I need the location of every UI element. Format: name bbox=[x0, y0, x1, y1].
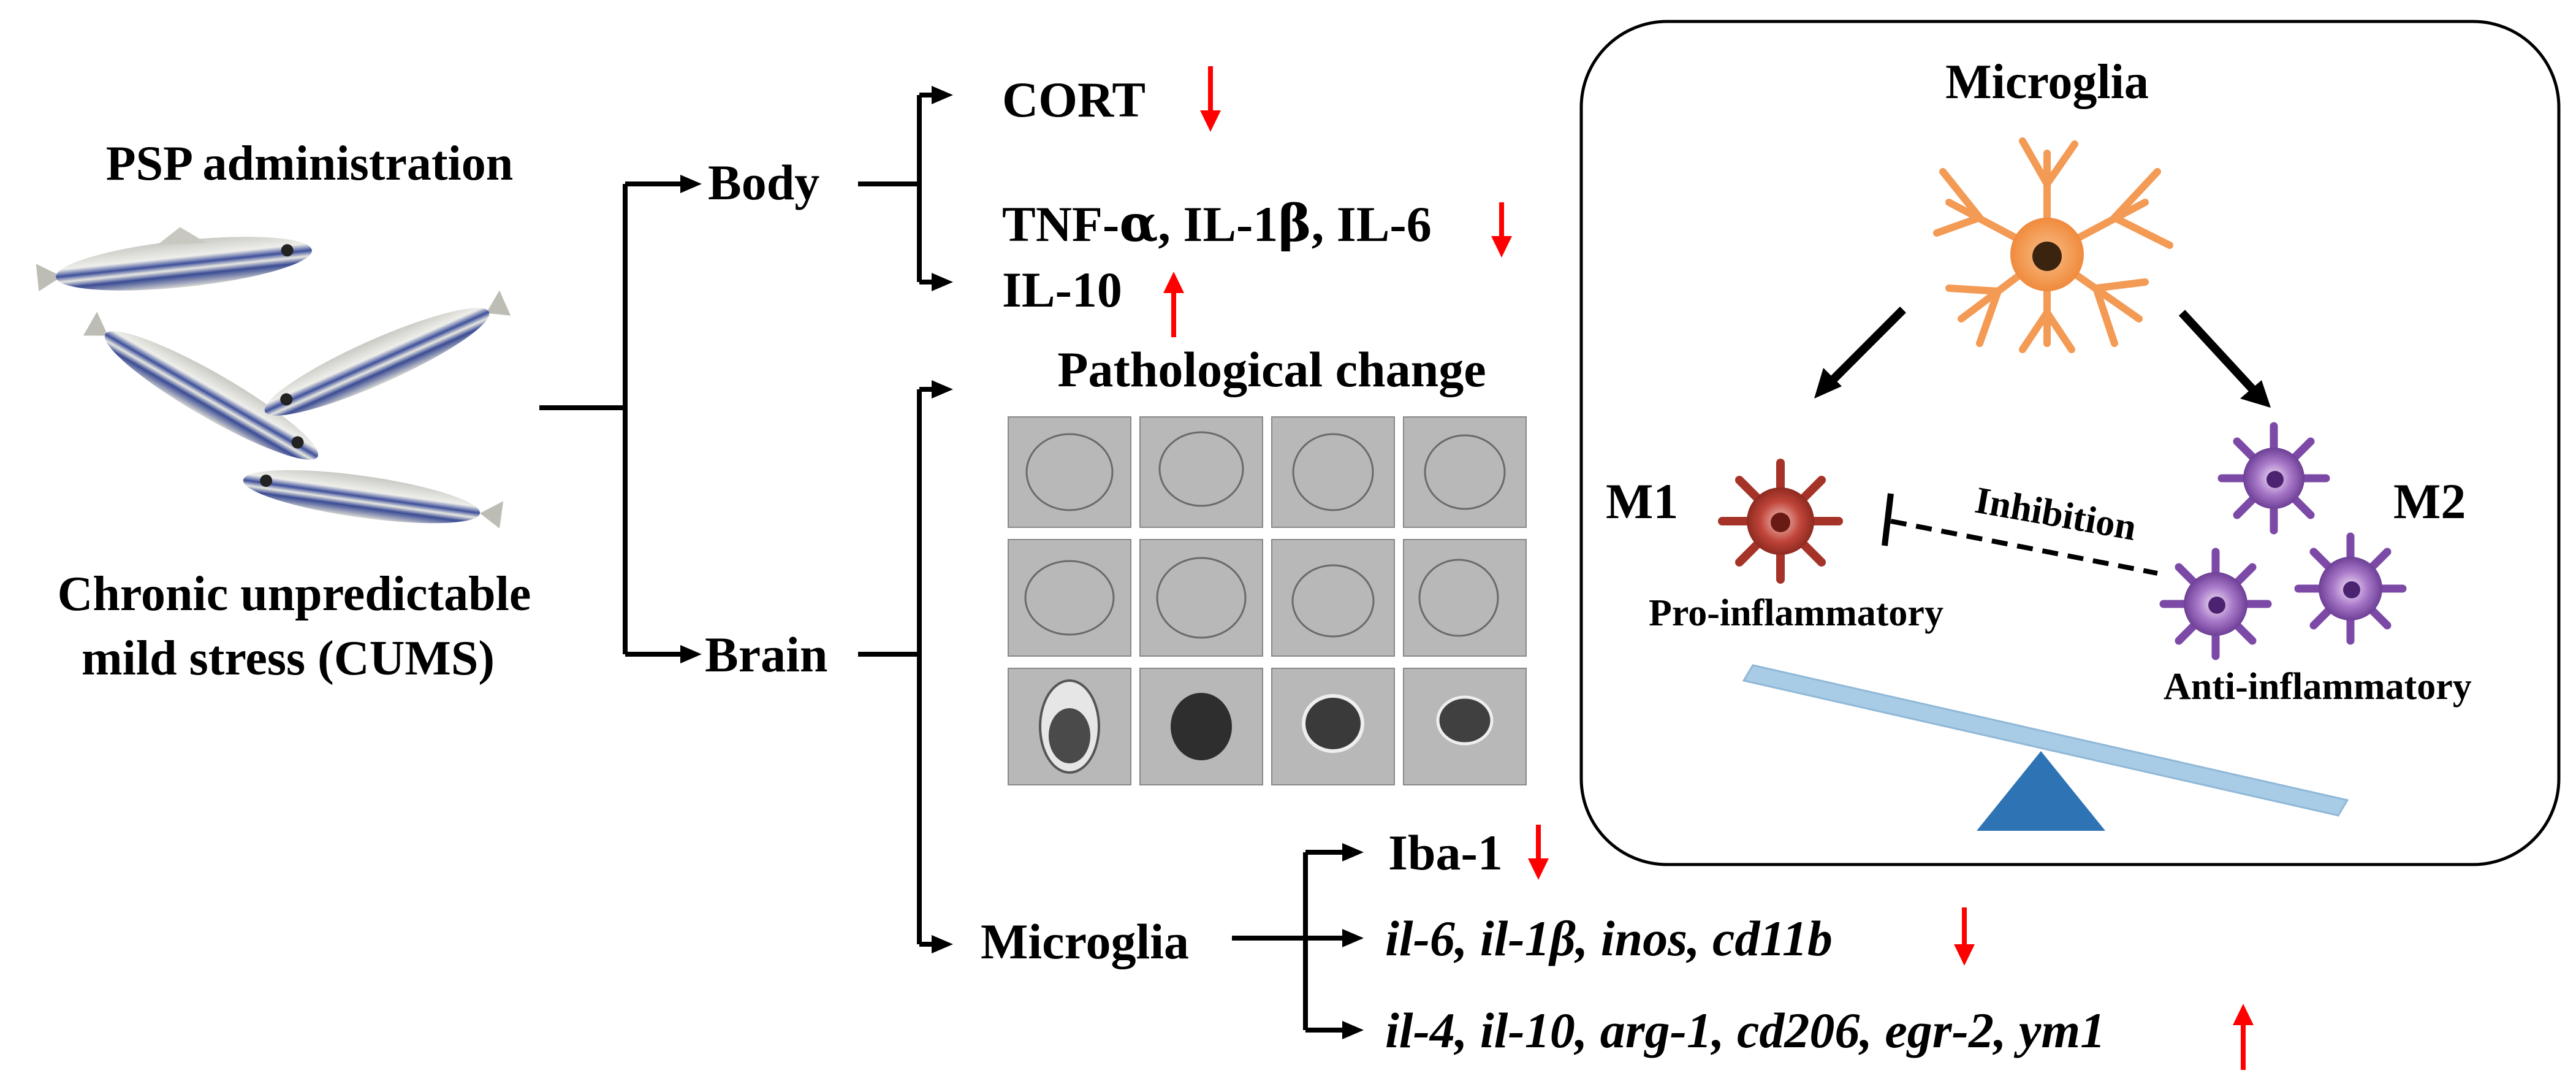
seesaw-beam bbox=[1742, 664, 2349, 817]
micrograph-image bbox=[1403, 416, 1527, 528]
down-arrow-icon bbox=[1491, 202, 1512, 258]
polarization-arrows bbox=[1826, 307, 2259, 395]
micrograph-image bbox=[1139, 416, 1263, 528]
arrowhead bbox=[680, 175, 702, 193]
microglia-branch-lines bbox=[1232, 850, 1345, 1033]
m1-genes-label: il-6, il-1β, inos, cd11b bbox=[1385, 911, 1833, 966]
micrograph-image bbox=[1008, 416, 1131, 528]
down-arrow-icon bbox=[1954, 907, 1975, 966]
zebrafish-icon bbox=[36, 227, 312, 291]
il10-label: IL-10 bbox=[1002, 262, 1122, 318]
m1-label: M1 bbox=[1606, 473, 1678, 529]
arrowhead bbox=[932, 935, 953, 953]
zebrafish-icon bbox=[264, 290, 511, 416]
seesaw-fulcrum bbox=[1977, 751, 2105, 831]
down-arrow-icon bbox=[1528, 825, 1549, 880]
arrowhead bbox=[1814, 368, 1842, 399]
microglia-nucleus bbox=[2032, 242, 2062, 271]
iba1-label: Iba-1 bbox=[1388, 825, 1503, 880]
m2-cell-icon bbox=[2294, 532, 2407, 645]
microglia-polarization-panel bbox=[1579, 20, 2561, 866]
micrograph-image bbox=[1139, 539, 1263, 657]
pro-cytokines-label: TNF-α, IL-1β, IL-6 bbox=[1002, 194, 1432, 253]
micrograph-image bbox=[1271, 539, 1395, 657]
intervention-label: PSP administration bbox=[106, 137, 514, 191]
body-branch-lines bbox=[858, 93, 935, 284]
m1-description: Pro-inflammatory bbox=[1649, 592, 1943, 634]
zebrafish-icon bbox=[83, 311, 319, 460]
cort-label: CORT bbox=[1002, 72, 1146, 128]
arrowhead bbox=[2240, 380, 2271, 408]
brain-branch-label: Brain bbox=[705, 627, 827, 682]
arrowhead bbox=[1342, 843, 1364, 861]
micrograph-image bbox=[1139, 668, 1263, 785]
micrograph-image bbox=[1271, 416, 1395, 528]
micrograph-grid bbox=[1008, 416, 1527, 785]
brain-branch-lines bbox=[858, 387, 935, 947]
m1-cell-icon bbox=[1718, 459, 1843, 584]
down-arrow-icon bbox=[1200, 66, 1221, 132]
arrowhead bbox=[932, 86, 953, 104]
m2-genes-label: il-4, il-10, arg-1, cd206, egr-2, ym1 bbox=[1385, 1002, 2105, 1058]
arrowhead bbox=[932, 273, 953, 291]
zebrafish-icon bbox=[243, 470, 504, 529]
model-label-line2: mild stress (CUMS) bbox=[82, 632, 495, 685]
inhibition-line bbox=[1882, 493, 2158, 576]
micrograph-image bbox=[1403, 539, 1527, 657]
up-arrow-icon bbox=[2233, 1004, 2254, 1070]
main-branch-lines bbox=[539, 181, 680, 657]
arrowhead bbox=[1342, 929, 1364, 947]
arrowhead bbox=[932, 380, 953, 399]
zebrafish-group bbox=[36, 227, 511, 529]
model-label-line1: Chronic unpredictable bbox=[58, 567, 531, 621]
m2-description: Anti-inflammatory bbox=[2164, 666, 2472, 708]
body-branch-label: Body bbox=[708, 155, 819, 210]
microglia-branch-label: Microglia bbox=[981, 914, 1189, 969]
pathological-change-title: Pathological change bbox=[1057, 342, 1486, 397]
arrowhead bbox=[680, 645, 702, 663]
up-arrow-icon bbox=[1163, 272, 1184, 337]
micrograph-image bbox=[1008, 539, 1131, 657]
m2-cell-icon bbox=[2217, 422, 2330, 535]
m2-cell-icon bbox=[2159, 548, 2272, 660]
arrowhead bbox=[1342, 1021, 1364, 1039]
panel-title: Microglia bbox=[1945, 55, 2149, 109]
m2-label: M2 bbox=[2393, 473, 2466, 529]
